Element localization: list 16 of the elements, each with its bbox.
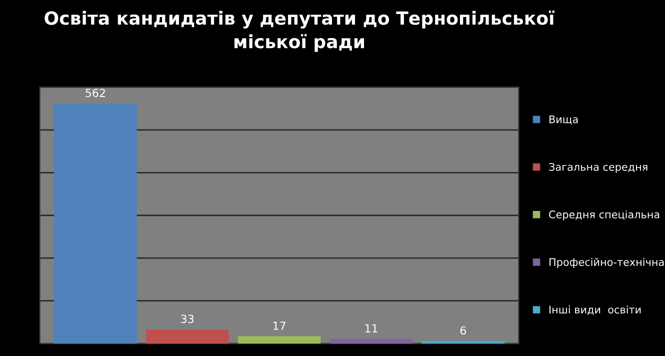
chart-title: Освіта кандидатів у депутати до Тернопільської міської ради bbox=[44, 10, 554, 52]
bar bbox=[146, 329, 229, 344]
bar bbox=[422, 340, 505, 344]
legend-label: Вища bbox=[550, 115, 578, 125]
legend-label: Середня спеціальна bbox=[549, 210, 660, 220]
legend-label: Інші види освіти bbox=[550, 306, 641, 315]
data-label: 33 bbox=[181, 314, 194, 324]
data-label: 6 bbox=[460, 326, 466, 335]
legend-label: Загальна середня bbox=[549, 162, 648, 173]
data-label: 17 bbox=[273, 322, 286, 330]
bar bbox=[238, 336, 321, 344]
bar bbox=[54, 103, 137, 344]
legend-label: Професійно-технічна bbox=[550, 258, 664, 268]
data-label: 11 bbox=[365, 324, 378, 332]
bar bbox=[330, 338, 413, 344]
data-label: 562 bbox=[86, 88, 105, 98]
